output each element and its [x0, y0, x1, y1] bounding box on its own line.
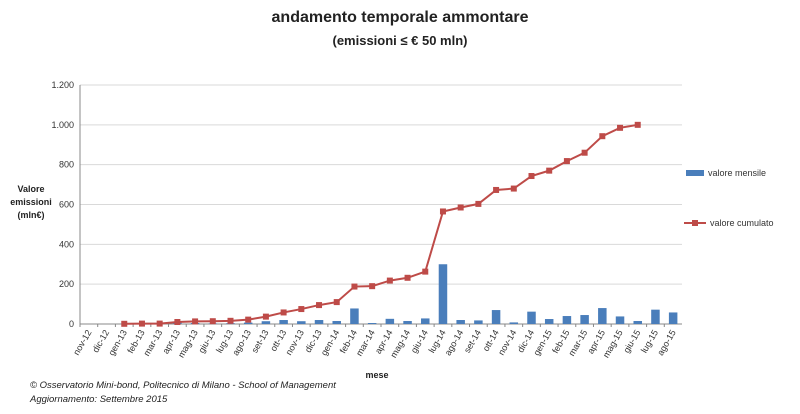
bar-valore-mensile: [509, 322, 519, 324]
bar-valore-mensile: [598, 308, 607, 324]
x-axis-label: mese: [365, 370, 389, 380]
marker-valore-cumulato: [245, 316, 252, 323]
bar-valore-mensile: [615, 316, 625, 324]
bar-valore-mensile: [367, 323, 377, 324]
bar-valore-mensile: [385, 318, 395, 324]
marker-valore-cumulato: [156, 320, 163, 327]
footer-updated: Aggiornamento: Settembre 2015: [30, 394, 168, 405]
marker-valore-cumulato: [192, 318, 199, 325]
bar-valore-mensile: [668, 312, 678, 324]
marker-valore-cumulato: [528, 173, 535, 180]
marker-valore-cumulato: [386, 277, 393, 284]
footer-source: © Osservatorio Mini-bond, Politecnico di…: [30, 380, 336, 391]
marker-valore-cumulato: [280, 309, 287, 316]
chart-subtitle: (emissioni ≤ € 50 mln): [332, 33, 468, 48]
y-axis-label-line-2: emissioni: [10, 197, 52, 207]
marker-valore-cumulato: [510, 185, 517, 192]
bar-valore-mensile: [580, 315, 589, 324]
bar-valore-mensile: [261, 321, 271, 324]
marker-valore-cumulato: [227, 317, 234, 324]
marker-valore-cumulato: [422, 268, 429, 275]
marker-valore-cumulato: [457, 204, 464, 211]
x-tick-label: set-14: [462, 328, 483, 355]
x-tick-label: nov-12: [71, 328, 93, 357]
y-tick-label: 600: [59, 200, 74, 210]
bar-valore-mensile: [403, 321, 412, 324]
chart-title: andamento temporale ammontare: [271, 9, 529, 26]
legend-marker-valore-cumulato: [692, 220, 698, 226]
marker-valore-cumulato: [298, 306, 305, 313]
y-tick-label: 200: [59, 279, 74, 289]
marker-valore-cumulato: [316, 302, 323, 309]
legend-label-valore-mensile: valore mensile: [708, 168, 766, 178]
marker-valore-cumulato: [351, 283, 358, 290]
line-valore-cumulato: [124, 123, 638, 325]
bar-valore-mensile: [651, 309, 660, 324]
bar-valore-mensile: [279, 320, 288, 324]
bar-valore-mensile: [350, 308, 359, 324]
y-axis-label-line-1: Valore: [17, 184, 45, 194]
marker-valore-cumulato: [369, 283, 376, 290]
marker-valore-cumulato: [563, 158, 570, 165]
marker-valore-cumulato: [404, 274, 411, 281]
marker-valore-cumulato: [581, 149, 588, 156]
legend-swatch-valore-mensile: [686, 170, 704, 176]
marker-valore-cumulato: [493, 186, 500, 193]
bar-valore-mensile: [332, 321, 341, 324]
bar-valore-mensile: [314, 320, 324, 324]
bar-valore-mensile: [527, 311, 536, 324]
y-axis-label-line-3: (mln€): [17, 210, 45, 220]
y-tick-label: 400: [59, 239, 74, 249]
bar-valore-mensile: [438, 264, 448, 324]
marker-valore-cumulato: [174, 319, 181, 326]
bar-valore-mensile: [491, 310, 501, 324]
marker-valore-cumulato: [262, 313, 269, 320]
legend-label-valore-cumulato: valore cumulato: [710, 218, 774, 228]
y-tick-label: 1.200: [51, 80, 74, 90]
bar-valore-mensile: [562, 316, 572, 324]
marker-valore-cumulato: [439, 208, 446, 215]
bar-valore-mensile: [456, 320, 465, 324]
marker-valore-cumulato: [634, 121, 641, 128]
marker-valore-cumulato: [475, 200, 482, 207]
marker-valore-cumulato: [333, 299, 340, 306]
y-axis-label: Valore emissioni (mln€): [2, 183, 60, 222]
y-tick-label: 0: [69, 319, 74, 329]
marker-valore-cumulato: [546, 167, 553, 174]
bar-valore-mensile: [421, 318, 430, 324]
bar-valore-mensile: [633, 321, 642, 324]
marker-valore-cumulato: [138, 320, 145, 327]
y-tick-label: 800: [59, 160, 74, 170]
bar-valore-mensile: [297, 321, 306, 324]
marker-valore-cumulato: [121, 320, 128, 327]
marker-valore-cumulato: [617, 124, 624, 131]
marker-valore-cumulato: [209, 318, 216, 325]
bar-valore-mensile: [544, 319, 554, 324]
y-tick-label: 1.000: [51, 120, 74, 130]
marker-valore-cumulato: [599, 133, 606, 140]
x-tick-label: set-13: [249, 328, 270, 355]
bar-valore-mensile: [243, 322, 253, 324]
bar-valore-mensile: [474, 320, 483, 324]
